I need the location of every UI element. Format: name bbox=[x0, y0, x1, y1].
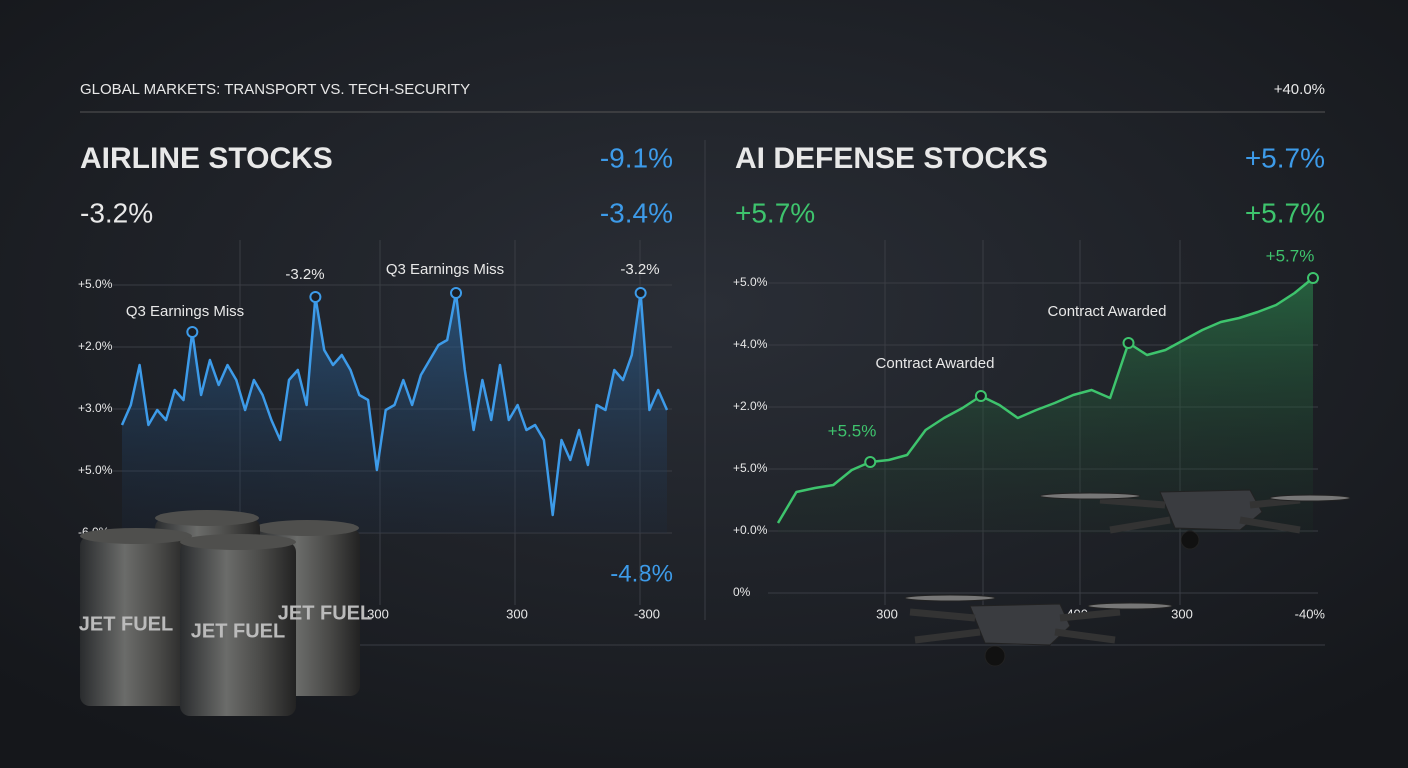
annotation: -3.2% bbox=[620, 261, 659, 278]
x-tick-label: -40% bbox=[1295, 606, 1326, 621]
barrel-label: JET FUEL bbox=[278, 602, 372, 624]
y-tick-label: +0.0% bbox=[733, 523, 768, 537]
barrel-label: JET FUEL bbox=[191, 620, 285, 642]
annotation: Q3 Earnings Miss bbox=[386, 261, 504, 278]
x-tick-label: 300 bbox=[506, 606, 528, 621]
y-tick-label: +5.0% bbox=[78, 463, 113, 477]
x-tick-label: 300 bbox=[876, 606, 898, 621]
area bbox=[778, 278, 1313, 533]
header-title: GLOBAL MARKETS: TRANSPORT VS. TECH-SECUR… bbox=[80, 81, 470, 98]
title-value: +5.7% bbox=[1245, 142, 1325, 173]
x-tick-label: 300 bbox=[1171, 606, 1193, 621]
drone bbox=[904, 594, 1173, 667]
y-tick-label: +2.0% bbox=[78, 339, 113, 353]
barrel bbox=[80, 528, 192, 706]
barrel bbox=[180, 534, 296, 716]
highlight-point bbox=[864, 456, 877, 468]
annotation: -3.2% bbox=[285, 266, 324, 283]
drone bbox=[1039, 489, 1351, 550]
left-value: +5.7% bbox=[735, 197, 815, 228]
title: AIRLINE STOCKS bbox=[80, 142, 333, 175]
x-tick-label: 300 bbox=[367, 606, 389, 621]
highlight-point bbox=[1122, 337, 1135, 349]
title: AI DEFENSE STOCKS bbox=[735, 142, 1048, 175]
highlight-point bbox=[450, 287, 463, 299]
y-tick-label: +5.0% bbox=[733, 461, 768, 475]
y-tick-label: +4.0% bbox=[733, 337, 768, 351]
y-tick-label: 0% bbox=[733, 585, 751, 599]
y-tick-label: +2.0% bbox=[733, 399, 768, 413]
y-tick-label: +3.0% bbox=[78, 401, 113, 415]
y-tick-label: +5.0% bbox=[78, 277, 113, 291]
annotation: Q3 Earnings Miss bbox=[126, 303, 244, 320]
area bbox=[122, 293, 667, 533]
x-tick-label: -300 bbox=[634, 606, 660, 621]
highlight-point bbox=[974, 390, 987, 402]
right-value: +5.7% bbox=[1245, 197, 1325, 228]
highlight-point bbox=[309, 291, 322, 303]
title-value: -9.1% bbox=[600, 142, 673, 173]
annotation: Contract Awarded bbox=[876, 355, 995, 372]
highlight-point bbox=[1307, 272, 1319, 284]
left-value: -3.2% bbox=[80, 197, 153, 228]
header-value: +40.0% bbox=[1274, 81, 1325, 98]
highlight-point bbox=[186, 326, 199, 338]
y-tick-label: +5.0% bbox=[733, 275, 768, 289]
highlight-point bbox=[634, 287, 647, 299]
barrel-label: JET FUEL bbox=[79, 613, 173, 635]
annotation: Contract Awarded bbox=[1048, 303, 1167, 320]
footer-value: -4.8% bbox=[610, 560, 673, 587]
annotation: +5.5% bbox=[828, 421, 877, 440]
line bbox=[120, 291, 669, 517]
decor: JET FUEL JET FUEL JET FUEL bbox=[79, 489, 1351, 716]
annotation: +5.7% bbox=[1266, 246, 1315, 265]
right-value: -3.4% bbox=[600, 197, 673, 228]
